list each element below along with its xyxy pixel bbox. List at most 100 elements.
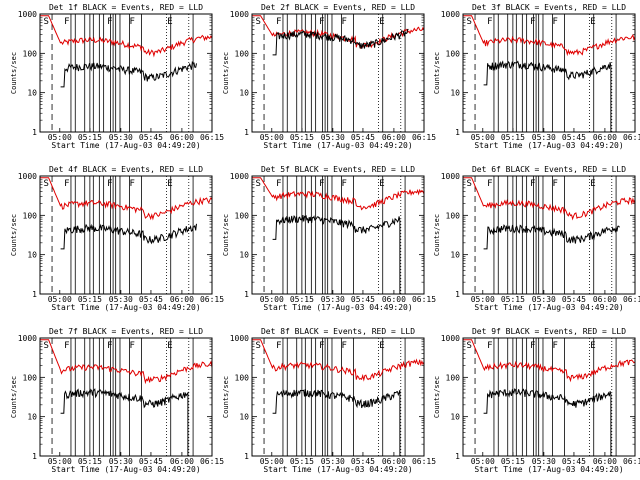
y-tick-label: 1000 [441,10,460,19]
x-tick-label: 05:00 [260,133,284,142]
marker-f: F [487,341,492,351]
x-tick-label: 05:00 [260,457,284,466]
marker-f: F [107,17,112,27]
x-tick-label: 05:15 [290,295,314,304]
x-tick-label: 05:30 [321,457,345,466]
y-tick-label: 1 [244,290,249,299]
x-tick-label: 05:45 [351,457,375,466]
x-tick-label: 06:15 [623,457,640,466]
marker-e: E [590,341,595,351]
panel-title: Det 1f BLACK = Events, RED = LLD [49,3,203,12]
x-tick-label: 06:15 [623,295,640,304]
marker-f: F [530,179,535,189]
marker-f: F [107,341,112,351]
marker-f: F [341,179,346,189]
lld-series-line [40,339,213,385]
marker-f: F [530,17,535,27]
panel-det-3: Det 3f BLACK = Events, RED = LLD 1 10 100 10… [433,3,640,150]
x-tick-label: 05:00 [471,133,495,142]
x-tick-label: 06:00 [593,133,617,142]
panel-title: Det 6f BLACK = Events, RED = LLD [472,165,626,174]
x-tick-label: 05:15 [501,133,525,142]
x-tick-label: 05:45 [351,133,375,142]
marker-s: S [466,17,471,27]
marker-e: E [590,17,595,27]
x-tick-label: 05:45 [562,295,586,304]
events-series-line [272,389,401,456]
marker-s: S [43,179,48,189]
y-axis-label: Counts/sec [10,214,18,256]
lld-series-line [463,177,636,221]
marker-f: F [319,17,324,27]
marker-f: F [552,341,557,351]
marker-s: S [255,341,260,351]
x-tick-label: 06:00 [382,133,406,142]
y-tick-label: 1000 [441,172,460,181]
panel-title: Det 9f BLACK = Events, RED = LLD [472,327,626,336]
y-tick-label: 10 [450,89,460,98]
marker-f: F [129,341,134,351]
marker-f: F [319,341,324,351]
marker-e: E [379,179,384,189]
y-tick-label: 1 [455,128,460,137]
x-tick-label: 05:15 [78,295,102,304]
x-tick-label: 05:45 [351,295,375,304]
lld-series-line [463,339,636,383]
x-tick-label: 05:15 [78,457,102,466]
x-tick-label: 05:15 [78,133,102,142]
x-axis-label: Start Time (17-Aug-03 04:49:20) [51,465,200,474]
x-tick-label: 06:15 [412,457,436,466]
panel-det-5: Det 5f BLACK = Events, RED = LLD 1 10 100 10… [222,165,436,312]
x-tick-label: 05:45 [139,457,163,466]
marker-e: E [379,17,384,27]
panel-title: Det 4f BLACK = Events, RED = LLD [49,165,203,174]
marker-e: E [167,341,172,351]
y-tick-label: 100 [235,373,250,382]
y-tick-label: 1 [32,128,37,137]
y-tick-label: 10 [450,251,460,260]
lld-series-line [40,15,213,58]
marker-s: S [255,17,260,27]
x-axis-label: Start Time (17-Aug-03 04:49:20) [474,465,623,474]
x-axis-label: Start Time (17-Aug-03 04:49:20) [474,141,623,150]
x-axis-label: Start Time (17-Aug-03 04:49:20) [51,141,200,150]
y-tick-label: 10 [27,89,37,98]
x-tick-label: 06:15 [412,295,436,304]
events-series-line [483,224,620,250]
panel-det-1: Det 1f BLACK = Events, RED = LLD 1 10 100 10… [10,3,224,150]
x-tick-label: 06:15 [200,457,224,466]
y-tick-label: 1 [455,290,460,299]
y-axis-label: Counts/sec [222,376,230,418]
y-tick-label: 10 [450,413,460,422]
marker-e: E [379,341,384,351]
panel-det-2: Det 2f BLACK = Events, RED = LLD 1 10 100 10… [222,3,436,150]
plot-frame [39,13,213,133]
x-tick-label: 05:30 [109,133,133,142]
panel-title: Det 7f BLACK = Events, RED = LLD [49,327,203,336]
marker-f: F [64,17,69,27]
x-tick-label: 06:15 [623,133,640,142]
marker-s: S [43,341,48,351]
panel-det-9: Det 9f BLACK = Events, RED = LLD 1 10 100 10… [433,327,640,474]
y-axis-label: Counts/sec [222,52,230,94]
x-tick-label: 05:15 [501,457,525,466]
y-tick-label: 1000 [441,334,460,343]
plot-frame [462,337,636,457]
x-tick-label: 06:00 [170,295,194,304]
events-series-line [60,388,189,456]
marker-f: F [129,17,134,27]
marker-f: F [276,179,281,189]
marker-f: F [341,341,346,351]
x-tick-label: 05:45 [139,295,163,304]
x-tick-label: 06:15 [200,295,224,304]
x-tick-label: 05:00 [471,295,495,304]
x-tick-label: 05:30 [321,133,345,142]
x-tick-label: 05:15 [290,133,314,142]
lld-series-line [40,177,213,221]
marker-f: F [276,17,281,27]
events-series-line [272,28,409,56]
marker-f: F [319,179,324,189]
y-tick-label: 1 [244,452,249,461]
events-series-line [483,388,612,456]
x-tick-label: 05:30 [532,457,556,466]
